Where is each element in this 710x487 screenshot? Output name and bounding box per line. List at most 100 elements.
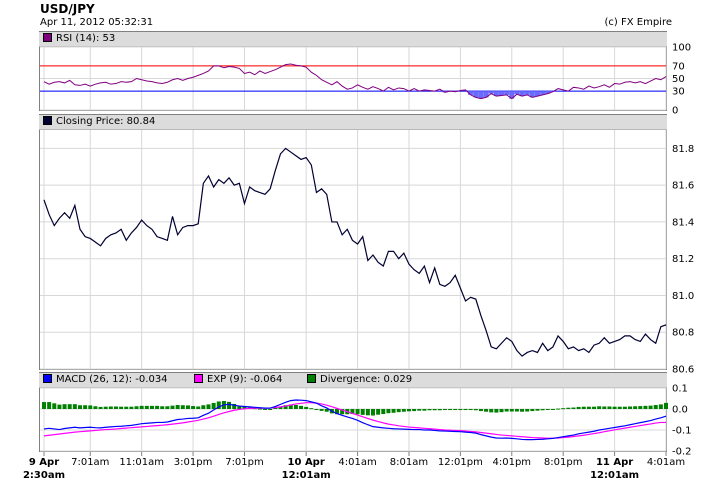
x-tick-label: 11:01am (119, 457, 164, 468)
divergence-bar (550, 409, 555, 410)
divergence-bar (324, 409, 329, 412)
divergence-swatch-icon (307, 374, 316, 383)
divergence-bar (514, 409, 519, 412)
copyright-label: (c) FX Empire (604, 17, 673, 28)
divergence-bar (432, 409, 437, 411)
divergence-bar (622, 406, 627, 409)
divergence-bar (401, 409, 406, 412)
divergence-bar (139, 405, 144, 409)
divergence-bar (556, 408, 561, 410)
divergence-bar (540, 409, 545, 411)
y-tick-label: -0.1 (672, 426, 692, 437)
divergence-bar (201, 405, 206, 409)
y-tick-label: 80.8 (672, 328, 694, 339)
divergence-bar (576, 406, 581, 409)
divergence-bar (484, 409, 489, 412)
macd-legend-label: MACD (26, 12): -0.034 (56, 374, 168, 385)
divergence-bar (149, 405, 154, 409)
divergence-bar (268, 409, 273, 410)
divergence-bar (417, 409, 422, 411)
rsi-line (43, 63, 667, 100)
divergence-bar (319, 409, 324, 411)
divergence-bar (160, 406, 165, 409)
divergence-bar (442, 409, 447, 411)
x-tick-label: 3:01pm (174, 457, 213, 468)
divergence-bar (211, 402, 216, 409)
x-tick-label: 8:01am (390, 457, 428, 468)
x-tick-label: 4:01am (647, 457, 685, 468)
divergence-bar (628, 406, 633, 409)
divergence-bar (196, 406, 201, 409)
divergence-bar (453, 409, 458, 411)
divergence-bar (520, 409, 525, 412)
divergence-bar (381, 409, 386, 415)
divergence-bar (664, 402, 668, 409)
divergence-bar (263, 409, 268, 410)
y-tick-label: 0 (672, 106, 678, 117)
divergence-bar (592, 406, 597, 409)
divergence-bar (633, 406, 638, 409)
divergence-bar (406, 409, 411, 412)
exp-line (43, 402, 666, 439)
y-tick-label: 81.0 (672, 291, 694, 302)
y-tick-label: 81.8 (672, 144, 694, 155)
divergence-bar (273, 407, 278, 409)
price-panel-header: Closing Price: 80.84 (39, 115, 667, 130)
divergence-bar (653, 405, 658, 409)
divergence-bar (597, 406, 602, 409)
x-tick-label: 10 Apr (288, 457, 325, 468)
x-tick-label: 7:01am (71, 457, 109, 468)
y-tick-label: 80.6 (672, 365, 694, 376)
chart-date: Apr 11, 2012 05:32:31 (40, 17, 154, 28)
divergence-legend-label: Divergence: 0.029 (320, 374, 413, 385)
divergence-bar (165, 406, 170, 409)
exp-legend: EXP (9): -0.064 (194, 373, 282, 387)
divergence-bar (581, 406, 586, 409)
divergence-bar (314, 409, 319, 410)
divergence-bar (427, 409, 432, 411)
divergence-bar (509, 409, 514, 412)
divergence-bar (468, 409, 473, 411)
divergence-bar (494, 409, 499, 413)
x-tick-label: 9 Apr (29, 457, 59, 468)
divergence-bar (119, 406, 124, 409)
divergence-bar (607, 406, 612, 409)
closing-price-line (43, 147, 667, 357)
divergence-bar (586, 406, 591, 409)
divergence-bar (57, 404, 62, 409)
divergence-bar (571, 407, 576, 409)
divergence-bar (103, 406, 108, 409)
divergence-bar (52, 403, 57, 409)
divergence-bar (242, 406, 247, 409)
exp-legend-label: EXP (9): -0.064 (207, 374, 283, 385)
y-tick-label: 0.0 (672, 405, 688, 416)
x-tick-sublabel: 12:01am (282, 470, 331, 481)
x-tick-label: 12:01pm (438, 457, 483, 468)
x-tick-label: 4:01pm (493, 457, 532, 468)
divergence-bar (304, 406, 309, 409)
divergence-bar (422, 409, 427, 411)
divergence-bar (612, 406, 617, 409)
divergence-bar (299, 405, 304, 409)
divergence-bar (108, 406, 113, 409)
divergence-bar (360, 409, 365, 415)
x-tick-label: 7:01pm (225, 457, 264, 468)
rsi-swatch-icon (43, 33, 52, 42)
divergence-bar (257, 408, 262, 410)
divergence-bar (504, 409, 509, 412)
exp-swatch-icon (194, 374, 203, 383)
divergence-bar (396, 409, 401, 413)
divergence-bar (535, 409, 540, 411)
divergence-bar (473, 409, 478, 411)
rsi-legend-label: RSI (14): 53 (56, 33, 116, 44)
divergence-bar (134, 406, 139, 409)
divergence-bar (370, 409, 375, 416)
divergence-bar (170, 405, 175, 409)
divergence-bar (391, 409, 396, 413)
divergence-bar (350, 409, 355, 415)
divergence-bar (62, 404, 67, 409)
divergence-bar (309, 408, 314, 410)
divergence-bar (124, 406, 129, 409)
macd-legend: MACD (26, 12): -0.034 (43, 373, 168, 387)
